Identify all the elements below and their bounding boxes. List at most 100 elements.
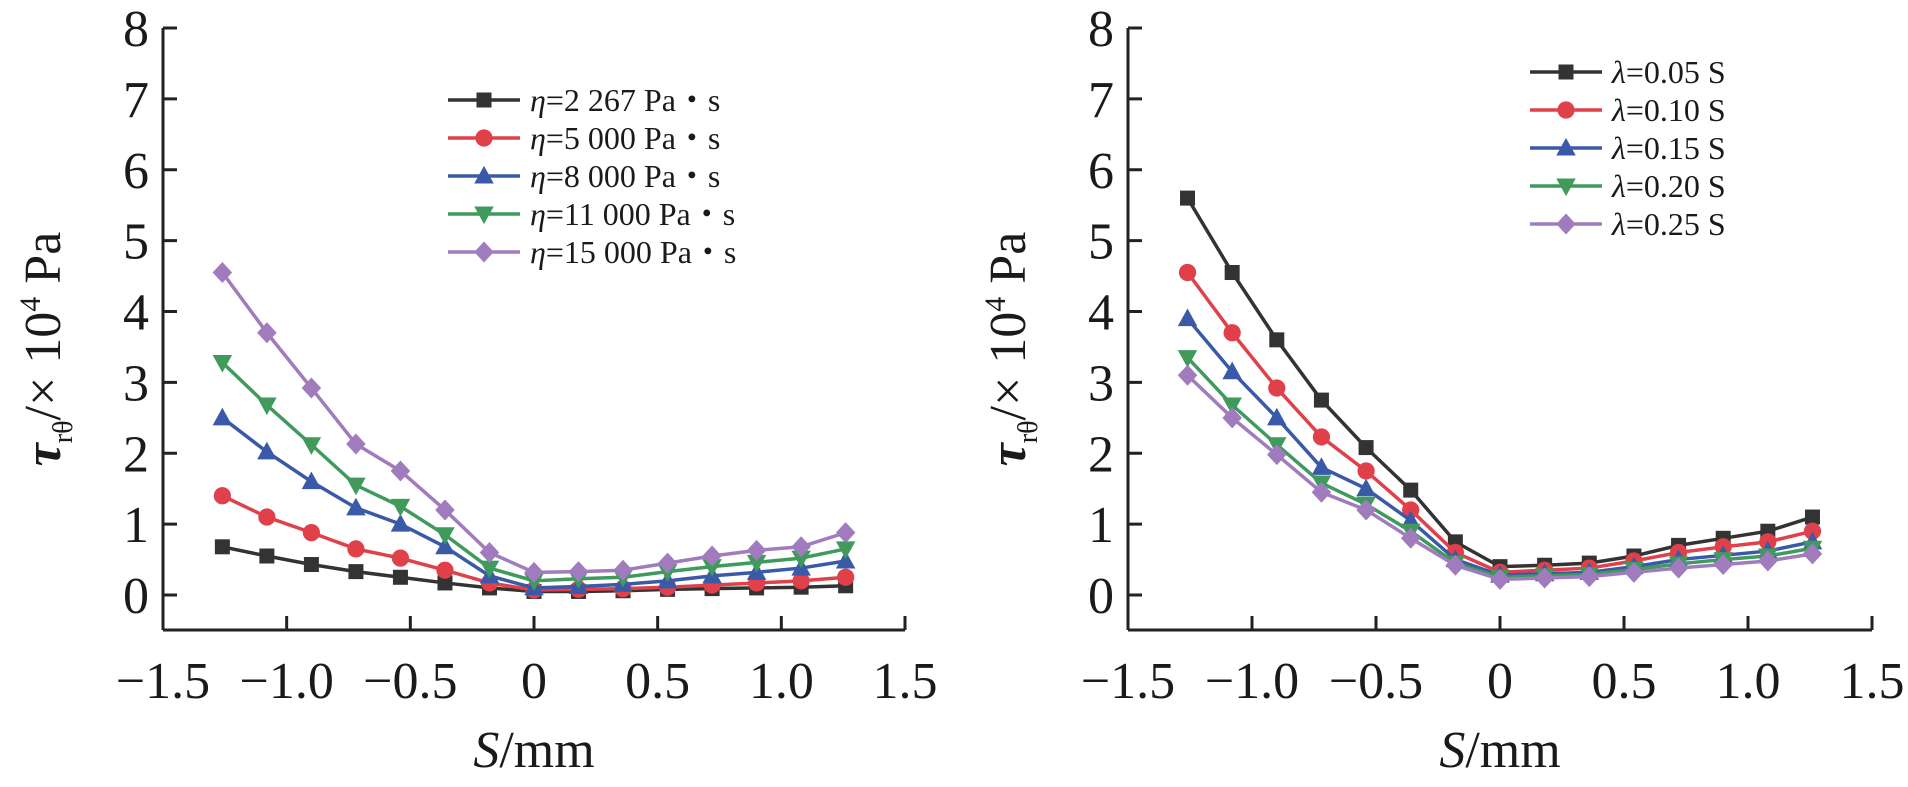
data-point (1402, 501, 1420, 519)
y-tick-label: 7 (123, 72, 149, 129)
x-tick-label: −1.0 (240, 653, 334, 710)
data-point (435, 527, 455, 545)
data-point (835, 522, 856, 544)
x-tick-label: 1.0 (1716, 653, 1781, 710)
data-point (1490, 568, 1510, 590)
y-tick-label: 6 (1088, 143, 1114, 200)
data-point (791, 550, 811, 569)
legend: λ=0.05 Sλ=0.10 Sλ=0.15 Sλ=0.20 Sλ=0.25 S (1530, 54, 1726, 242)
data-point (212, 355, 233, 373)
data-point (259, 548, 275, 564)
data-point (258, 508, 276, 526)
data-point (1804, 509, 1820, 525)
data-point (301, 377, 322, 399)
data-point (702, 545, 722, 567)
data-point (1403, 482, 1419, 498)
data-point (479, 560, 500, 579)
data-point (1579, 566, 1600, 588)
chart-panel-1: 0 1 2 3 4 5 6 7 8 −1.5 −1.0 −0.5 0 0.5 1.0 1.5 S/mm τrθ/×… (14, 1, 938, 779)
data-point (1311, 457, 1332, 475)
y-tick-label: 4 (1088, 285, 1114, 342)
legend-label: η=8 000 Pa・s (530, 158, 720, 194)
data-point (390, 514, 411, 532)
x-tick-label: 1.5 (873, 653, 938, 710)
data-point (1224, 265, 1240, 281)
legend-label: η=2 267 Pa・s (530, 82, 720, 118)
x-tick-label: 1.5 (1840, 653, 1905, 710)
data-point (702, 559, 722, 577)
y-axis-label: τrθ/× 104 Pa (979, 232, 1044, 467)
data-point (1177, 364, 1198, 386)
x-tick-label: 1.0 (749, 653, 814, 710)
x-tick-label: −1.5 (1081, 653, 1175, 710)
data-point (1400, 527, 1421, 549)
x-tick-label: 0.5 (625, 653, 690, 710)
legend-label: η=5 000 Pa・s (530, 120, 720, 156)
legend-marker (476, 92, 492, 108)
data-point (835, 541, 856, 560)
x-tick-label: −0.5 (1329, 653, 1423, 710)
data-point (348, 564, 364, 580)
data-point (1311, 481, 1332, 503)
data-point (257, 441, 277, 460)
data-point (435, 499, 455, 521)
legend-label: η=15 000 Pa・s (530, 234, 736, 270)
y-tick-label: 5 (123, 214, 149, 271)
data-point (1177, 308, 1198, 327)
y-tick-label: 8 (1088, 1, 1114, 58)
data-point (479, 541, 500, 563)
legend-marker (474, 241, 494, 263)
data-point (657, 552, 678, 574)
data-point (1758, 550, 1778, 572)
x-axis-label: S/mm (473, 722, 594, 779)
x-tick-label: −1.5 (116, 653, 210, 710)
data-point (1356, 478, 1376, 497)
data-point (1223, 324, 1241, 342)
data-point (347, 540, 365, 558)
y-tick-label: 6 (123, 143, 149, 200)
data-point (1713, 554, 1733, 576)
data-point (436, 561, 454, 579)
data-point (568, 561, 589, 583)
data-point (392, 569, 408, 585)
y-tick-label: 3 (123, 355, 149, 412)
data-point (1222, 361, 1242, 380)
data-point (1267, 444, 1287, 466)
chart-panel-2: 0 1 2 3 4 5 6 7 8 −1.5 −1.0 −0.5 0 0.5 1.0 1.5 S/mm τrθ/×… (979, 1, 1905, 779)
data-point (1534, 567, 1555, 589)
y-tick-label: 4 (123, 285, 149, 342)
legend-marker (1556, 213, 1576, 235)
data-point (613, 559, 633, 581)
data-point (835, 550, 856, 569)
data-point (435, 536, 455, 555)
legend-label: λ=0.05 S (1611, 54, 1726, 90)
data-point (1668, 557, 1689, 579)
data-point (391, 549, 410, 567)
data-point (1312, 428, 1331, 446)
legend-marker (475, 129, 493, 147)
data-point (212, 407, 233, 426)
legend-marker (474, 165, 494, 184)
data-point (792, 572, 810, 590)
data-point (1313, 392, 1329, 408)
legend-label: λ=0.15 S (1611, 130, 1726, 166)
data-point (257, 322, 277, 344)
legend-label: η=11 000 Pa・s (530, 196, 735, 232)
y-tick-label: 0 (1088, 568, 1114, 625)
y-tick-label: 2 (1088, 426, 1114, 483)
data-point (390, 498, 411, 517)
y-tick-label: 1 (123, 497, 149, 554)
data-point (1177, 350, 1198, 368)
data-point (302, 524, 321, 542)
y-tick-label: 7 (1088, 72, 1114, 129)
data-point (791, 536, 811, 558)
series-5 (212, 262, 856, 583)
data-point (301, 471, 322, 490)
data-point (257, 397, 277, 416)
data-point (390, 460, 411, 482)
x-tick-label: 0 (521, 653, 547, 710)
data-point (1267, 407, 1287, 426)
data-point (214, 539, 230, 555)
